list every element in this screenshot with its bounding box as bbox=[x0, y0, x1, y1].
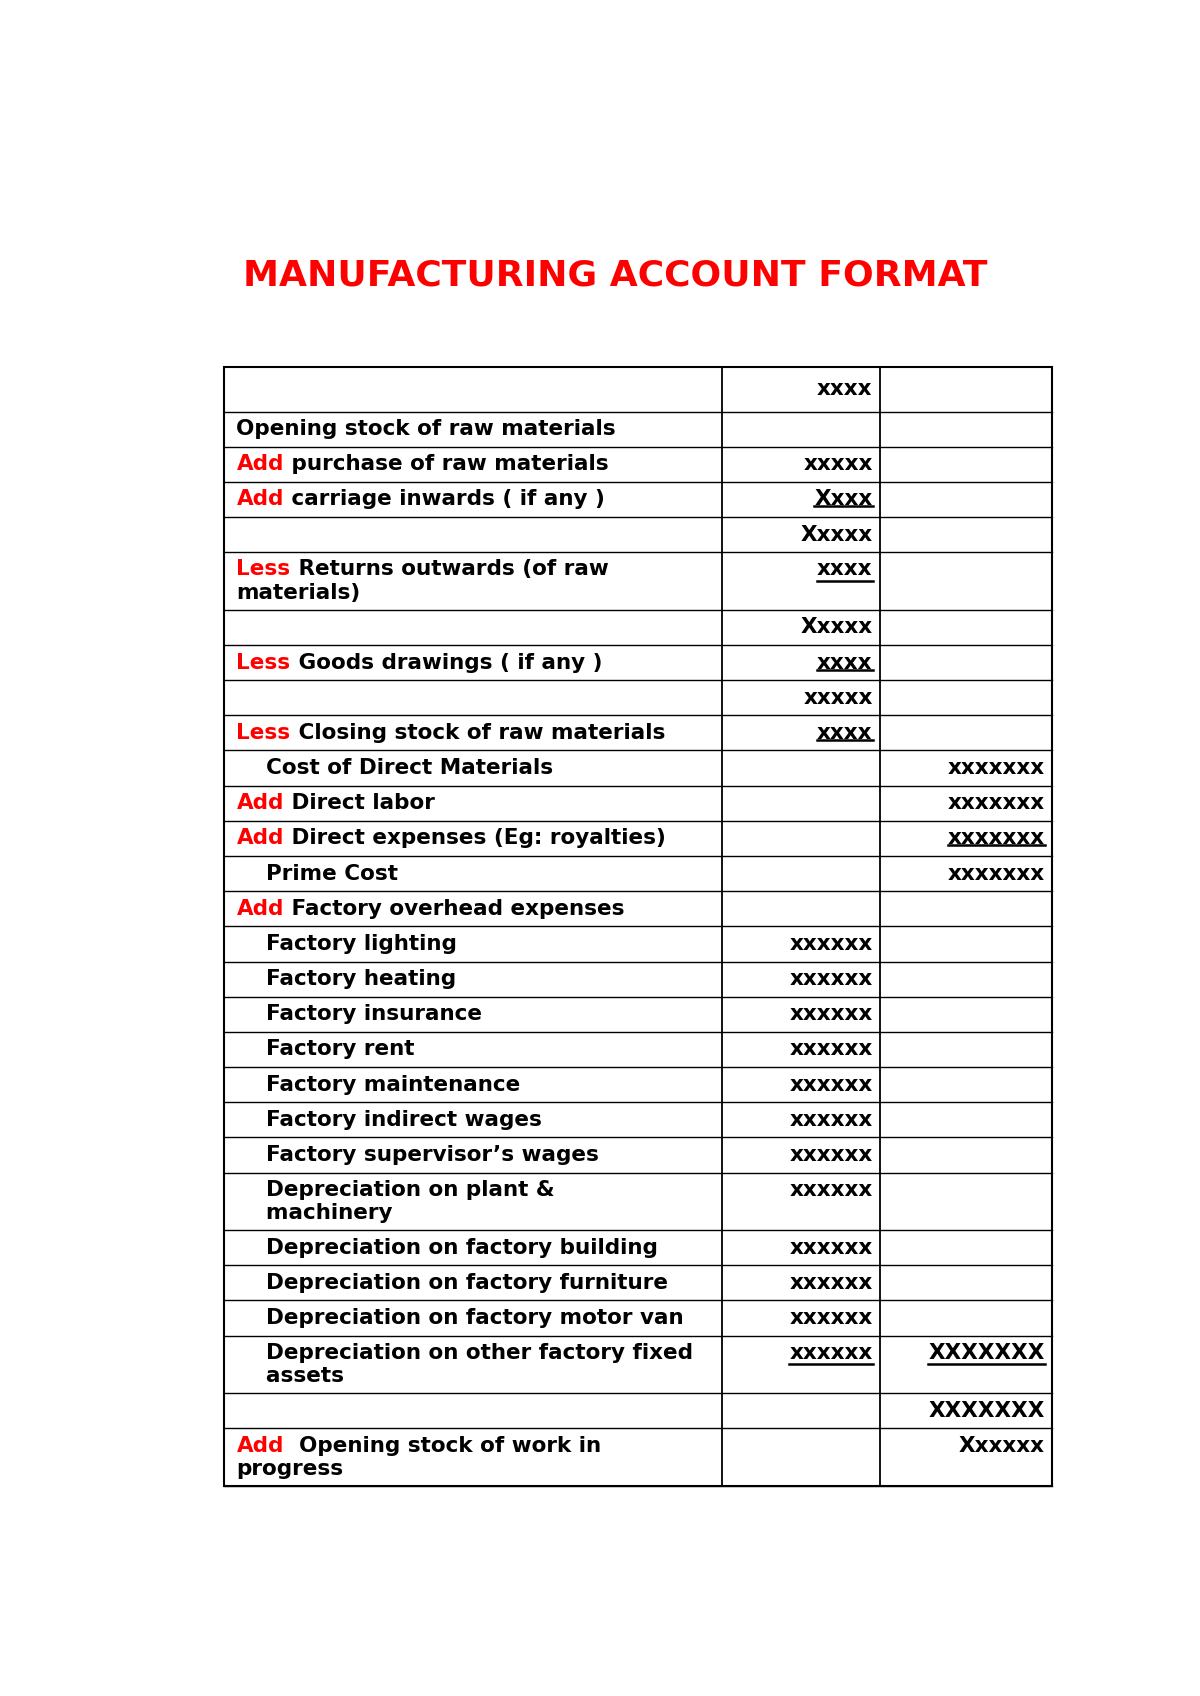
Text: Returns outwards (of raw: Returns outwards (of raw bbox=[290, 560, 608, 580]
Text: xxxxxx: xxxxxx bbox=[790, 1075, 872, 1094]
Text: xxxx: xxxx bbox=[817, 653, 872, 673]
Text: xxxxxx: xxxxxx bbox=[790, 1109, 872, 1130]
Text: XXXXXXX: XXXXXXX bbox=[929, 1401, 1045, 1421]
Text: Add: Add bbox=[236, 1435, 284, 1455]
Text: Add: Add bbox=[236, 899, 284, 919]
Text: Depreciation on factory building: Depreciation on factory building bbox=[236, 1238, 659, 1258]
Text: Factory lighting: Factory lighting bbox=[236, 934, 457, 953]
Text: assets: assets bbox=[236, 1365, 344, 1386]
Text: progress: progress bbox=[236, 1459, 343, 1479]
Text: Factory rent: Factory rent bbox=[236, 1040, 415, 1060]
Text: xxxxx: xxxxx bbox=[803, 687, 872, 707]
Text: Xxxx: Xxxx bbox=[815, 490, 872, 509]
Text: xxxxxxx: xxxxxxx bbox=[948, 828, 1045, 848]
Text: xxxxxx: xxxxxx bbox=[790, 1238, 872, 1258]
Text: Factory indirect wages: Factory indirect wages bbox=[236, 1109, 542, 1130]
Text: Less: Less bbox=[236, 722, 290, 743]
Text: Add: Add bbox=[236, 490, 284, 509]
Text: Depreciation on factory furniture: Depreciation on factory furniture bbox=[236, 1274, 668, 1292]
Text: Opening stock of raw materials: Opening stock of raw materials bbox=[236, 419, 616, 439]
Text: xxxxxx: xxxxxx bbox=[790, 1180, 872, 1199]
Text: Depreciation on other factory fixed: Depreciation on other factory fixed bbox=[236, 1343, 694, 1364]
Text: xxxx: xxxx bbox=[817, 722, 872, 743]
Text: MANUFACTURING ACCOUNT FORMAT: MANUFACTURING ACCOUNT FORMAT bbox=[242, 258, 988, 292]
Text: Factory overhead expenses: Factory overhead expenses bbox=[284, 899, 624, 919]
Text: Depreciation on plant &: Depreciation on plant & bbox=[236, 1180, 556, 1199]
Text: xxxxxx: xxxxxx bbox=[790, 1004, 872, 1024]
Text: Direct labor: Direct labor bbox=[284, 794, 434, 814]
Text: Closing stock of raw materials: Closing stock of raw materials bbox=[290, 722, 665, 743]
Bar bbox=[224, 366, 1052, 1486]
Text: xxxxxx: xxxxxx bbox=[790, 1040, 872, 1060]
Text: Factory supervisor’s wages: Factory supervisor’s wages bbox=[236, 1145, 599, 1165]
Text: carriage inwards ( if any ): carriage inwards ( if any ) bbox=[284, 490, 605, 509]
Text: xxxxxx: xxxxxx bbox=[790, 1274, 872, 1292]
Text: Factory insurance: Factory insurance bbox=[236, 1004, 482, 1024]
Text: Direct expenses (Eg: royalties): Direct expenses (Eg: royalties) bbox=[284, 828, 666, 848]
Text: machinery: machinery bbox=[236, 1202, 392, 1223]
Text: xxxxx: xxxxx bbox=[803, 455, 872, 475]
Text: Goods drawings ( if any ): Goods drawings ( if any ) bbox=[290, 653, 602, 673]
Text: xxxxxxx: xxxxxxx bbox=[948, 758, 1045, 778]
Text: Opening stock of work in: Opening stock of work in bbox=[284, 1435, 601, 1455]
Text: xxxx: xxxx bbox=[817, 560, 872, 580]
Text: Less: Less bbox=[236, 560, 290, 580]
Text: xxxxxx: xxxxxx bbox=[790, 968, 872, 989]
Text: Factory maintenance: Factory maintenance bbox=[236, 1075, 521, 1094]
Text: Xxxxx: Xxxxx bbox=[800, 524, 872, 544]
Text: xxxxxx: xxxxxx bbox=[790, 1145, 872, 1165]
Text: XXXXXXX: XXXXXXX bbox=[929, 1343, 1045, 1364]
Text: Xxxxx: Xxxxx bbox=[800, 617, 872, 638]
Text: xxxxxxx: xxxxxxx bbox=[948, 863, 1045, 884]
Text: xxxxxxx: xxxxxxx bbox=[948, 794, 1045, 814]
Text: Prime Cost: Prime Cost bbox=[236, 863, 398, 884]
Text: Add: Add bbox=[236, 828, 284, 848]
Text: xxxxxx: xxxxxx bbox=[790, 1343, 872, 1364]
Text: Add: Add bbox=[236, 794, 284, 814]
Text: Add: Add bbox=[236, 455, 284, 475]
Text: Xxxxxx: Xxxxxx bbox=[959, 1435, 1045, 1455]
Text: materials): materials) bbox=[236, 582, 361, 602]
Text: Depreciation on factory motor van: Depreciation on factory motor van bbox=[236, 1308, 684, 1328]
Text: Cost of Direct Materials: Cost of Direct Materials bbox=[236, 758, 553, 778]
Text: purchase of raw materials: purchase of raw materials bbox=[284, 455, 608, 475]
Text: xxxxxx: xxxxxx bbox=[790, 1308, 872, 1328]
Text: xxxx: xxxx bbox=[817, 380, 872, 399]
Text: Less: Less bbox=[236, 653, 290, 673]
Text: xxxxxx: xxxxxx bbox=[790, 934, 872, 953]
Text: Factory heating: Factory heating bbox=[236, 968, 457, 989]
